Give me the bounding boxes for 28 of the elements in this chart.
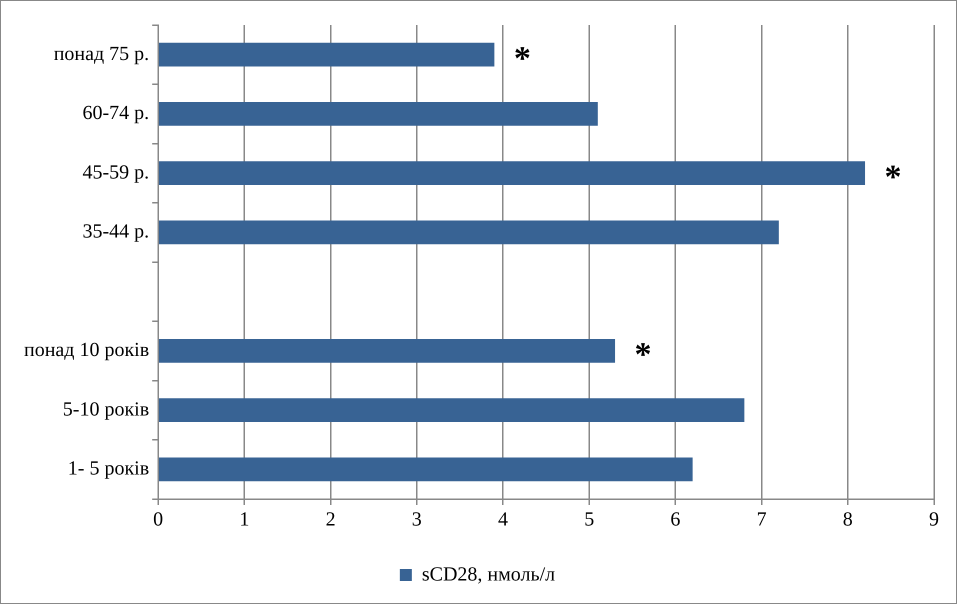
bar xyxy=(158,161,866,185)
y-tick-label: понад 75 р. xyxy=(54,42,150,65)
legend-label: sCD28, нмоль/л xyxy=(422,563,556,586)
bar xyxy=(158,398,744,422)
annotation: * xyxy=(884,158,902,196)
bar xyxy=(158,42,494,66)
annotation: * xyxy=(514,40,531,78)
y-tick-label: понад 10 років xyxy=(24,339,150,362)
x-tick-label: 4 xyxy=(498,508,508,530)
x-tick-label: 3 xyxy=(412,508,422,530)
y-tick-label: 1- 5 років xyxy=(68,458,150,480)
x-tick-label: 6 xyxy=(670,508,680,530)
x-tick-label: 5 xyxy=(584,508,594,530)
y-tick-label: 60-74 р. xyxy=(82,102,150,124)
annotation: * xyxy=(634,336,652,374)
x-tick-label: 7 xyxy=(756,508,767,530)
bar xyxy=(158,102,598,126)
x-tick-label: 2 xyxy=(326,508,336,530)
bar xyxy=(158,458,693,482)
x-tick-label: 0 xyxy=(153,508,164,530)
x-tick-label: 9 xyxy=(929,508,939,530)
y-tick-label: 35-44 р. xyxy=(82,220,150,243)
x-tick-label: 1 xyxy=(239,508,250,530)
bar xyxy=(158,220,779,244)
bar xyxy=(158,339,616,363)
y-tick-label: 45-59 р. xyxy=(82,161,150,184)
x-tick-label: 8 xyxy=(842,508,853,530)
y-tick-label: 5-10 років xyxy=(62,398,150,420)
